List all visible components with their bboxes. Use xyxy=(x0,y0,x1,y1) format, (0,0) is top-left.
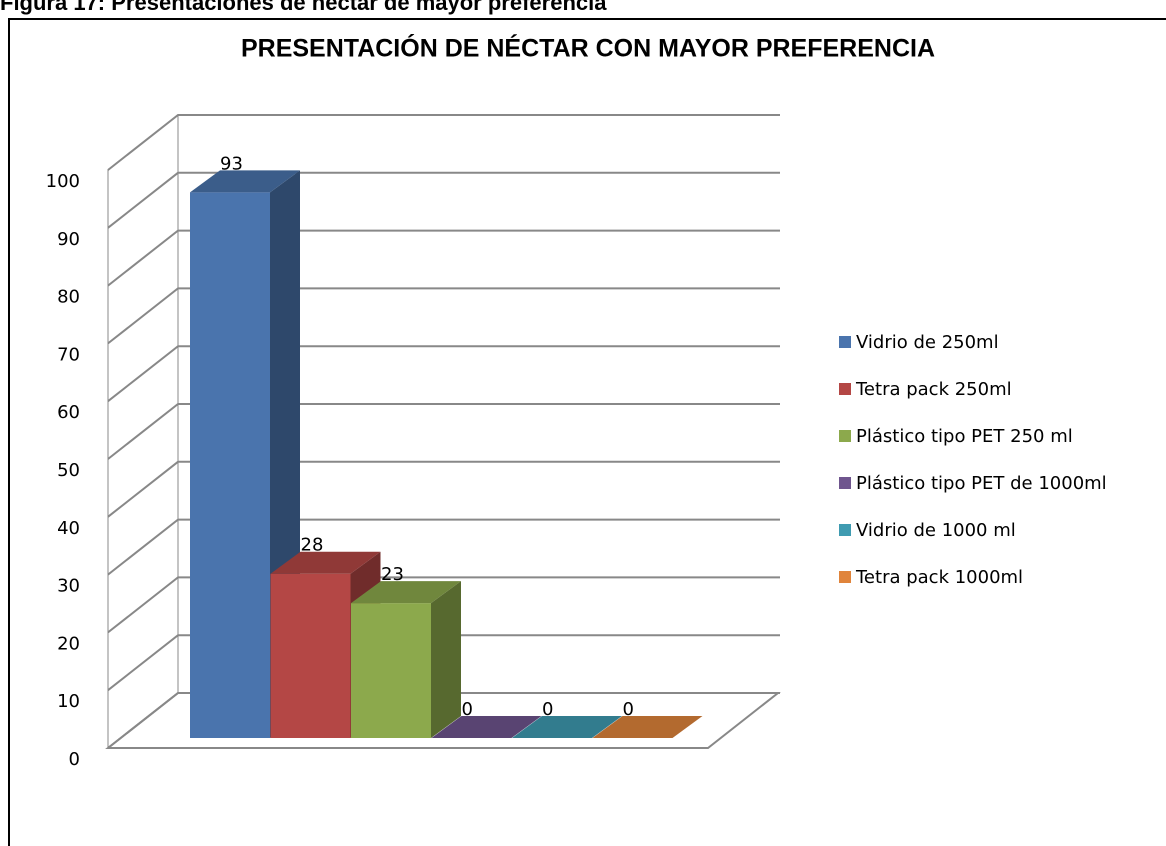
grid-line xyxy=(107,518,780,576)
bar-front xyxy=(190,192,270,738)
legend-label: Plástico tipo PET de 1000ml xyxy=(856,473,1107,494)
grid-line xyxy=(107,634,780,691)
bar-top xyxy=(512,716,622,738)
bar xyxy=(592,716,703,738)
bar-top xyxy=(592,716,703,738)
grid-line xyxy=(107,403,780,460)
data-label: 0 xyxy=(462,699,473,720)
y-tick-label: 70 xyxy=(57,344,80,365)
y-tick-label: 0 xyxy=(69,749,80,770)
bar-side xyxy=(431,581,461,738)
data-label: 0 xyxy=(623,699,634,720)
grid-line xyxy=(107,287,780,345)
bar-top xyxy=(270,551,381,574)
data-label: 93 xyxy=(220,153,243,174)
figure-caption: Figura 17: Presentaciones de néctar de m… xyxy=(0,0,607,15)
grid-line xyxy=(107,229,780,287)
data-label: 28 xyxy=(301,535,324,556)
grid-line xyxy=(107,171,780,229)
y-tick-label: 40 xyxy=(57,518,80,539)
y-tick-label: 100 xyxy=(46,171,80,192)
y-tick-label: 60 xyxy=(57,402,80,423)
legend-label: Tetra pack 1000ml xyxy=(855,567,1023,588)
y-tick-label: 50 xyxy=(57,460,80,481)
legend-label: Vidrio de 250ml xyxy=(856,332,999,353)
legend-label: Tetra pack 250ml xyxy=(855,379,1012,400)
bar xyxy=(351,581,461,738)
data-label: 0 xyxy=(542,699,553,720)
bar-top xyxy=(431,716,542,738)
legend-label: Plástico tipo PET 250 ml xyxy=(856,426,1073,447)
legend-swatch xyxy=(839,383,851,395)
y-tick-label: 10 xyxy=(57,691,80,712)
legend-swatch xyxy=(839,430,851,442)
grid-line xyxy=(107,114,780,171)
data-label: 23 xyxy=(381,564,404,585)
grid-line xyxy=(107,692,780,749)
y-tick-label: 90 xyxy=(57,229,80,250)
grid-line xyxy=(107,460,780,518)
legend-swatch xyxy=(839,477,851,489)
bar-top xyxy=(351,581,461,604)
y-tick-label: 80 xyxy=(57,287,80,308)
y-tick-label: 30 xyxy=(57,576,80,597)
legend-swatch xyxy=(839,571,851,583)
y-tick-label: 20 xyxy=(57,633,80,654)
bar xyxy=(512,716,622,738)
legend-swatch xyxy=(839,336,851,348)
grid-line xyxy=(107,345,780,402)
chart-title: PRESENTACIÓN DE NÉCTAR CON MAYOR PREFERE… xyxy=(241,33,935,63)
bar xyxy=(431,716,542,738)
grid-line xyxy=(107,576,780,634)
legend-label: Vidrio de 1000 ml xyxy=(856,520,1016,541)
bar-front xyxy=(270,573,351,738)
bar-top xyxy=(190,170,300,193)
legend-swatch xyxy=(839,524,851,536)
bar-front xyxy=(351,603,431,738)
